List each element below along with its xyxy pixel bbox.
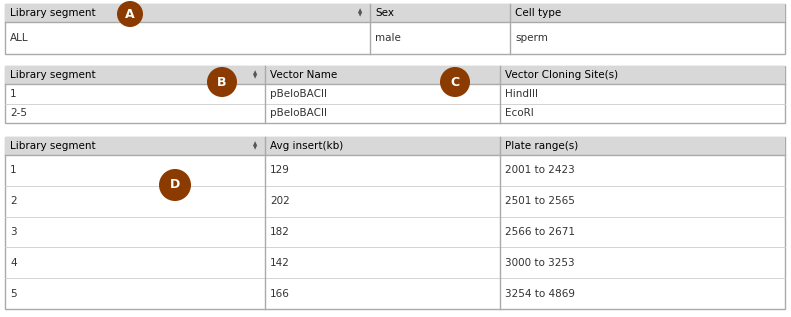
Text: 2-5: 2-5 bbox=[10, 108, 27, 118]
Text: HindIII: HindIII bbox=[505, 89, 538, 99]
Text: pBeloBACII: pBeloBACII bbox=[270, 89, 327, 99]
Text: B: B bbox=[218, 75, 227, 88]
Text: 2: 2 bbox=[10, 196, 17, 206]
Text: 2001 to 2423: 2001 to 2423 bbox=[505, 165, 575, 175]
Text: 2501 to 2565: 2501 to 2565 bbox=[505, 196, 575, 206]
Text: 182: 182 bbox=[270, 227, 290, 237]
Text: Library segment: Library segment bbox=[10, 141, 96, 151]
Ellipse shape bbox=[117, 1, 143, 27]
Text: ALL: ALL bbox=[10, 33, 28, 43]
Text: 202: 202 bbox=[270, 196, 290, 206]
Text: ▲
▼: ▲ ▼ bbox=[358, 8, 362, 18]
Text: ▲
▼: ▲ ▼ bbox=[253, 70, 257, 80]
Text: D: D bbox=[170, 178, 180, 191]
Text: A: A bbox=[125, 8, 134, 21]
Text: Sex: Sex bbox=[375, 8, 394, 18]
Text: 1: 1 bbox=[10, 89, 17, 99]
Text: Vector Name: Vector Name bbox=[270, 70, 337, 80]
Text: 4: 4 bbox=[10, 258, 17, 268]
Text: 3000 to 3253: 3000 to 3253 bbox=[505, 258, 574, 268]
Text: 129: 129 bbox=[270, 165, 290, 175]
Text: 5: 5 bbox=[10, 288, 17, 299]
Bar bbox=[5, 137, 785, 155]
Ellipse shape bbox=[440, 67, 470, 97]
Text: 1: 1 bbox=[10, 165, 17, 175]
Text: Plate range(s): Plate range(s) bbox=[505, 141, 578, 151]
Text: male: male bbox=[375, 33, 401, 43]
Bar bbox=[5, 66, 785, 123]
Text: ▲
▼: ▲ ▼ bbox=[253, 141, 257, 151]
Text: 3: 3 bbox=[10, 227, 17, 237]
Text: Library segment: Library segment bbox=[10, 70, 96, 80]
Ellipse shape bbox=[159, 169, 191, 201]
Text: C: C bbox=[450, 75, 460, 88]
Text: sperm: sperm bbox=[515, 33, 548, 43]
Text: Vector Cloning Site(s): Vector Cloning Site(s) bbox=[505, 70, 618, 80]
Text: 166: 166 bbox=[270, 288, 290, 299]
Bar bbox=[5, 4, 785, 22]
Ellipse shape bbox=[207, 67, 237, 97]
Text: 2566 to 2671: 2566 to 2671 bbox=[505, 227, 575, 237]
Bar bbox=[5, 66, 785, 84]
Text: Avg insert(kb): Avg insert(kb) bbox=[270, 141, 343, 151]
Text: Cell type: Cell type bbox=[515, 8, 562, 18]
Text: Library segment: Library segment bbox=[10, 8, 96, 18]
Bar bbox=[5, 4, 785, 54]
Bar bbox=[5, 137, 785, 309]
Text: 3254 to 4869: 3254 to 4869 bbox=[505, 288, 575, 299]
Text: pBeloBACII: pBeloBACII bbox=[270, 108, 327, 118]
Text: 142: 142 bbox=[270, 258, 290, 268]
Text: EcoRI: EcoRI bbox=[505, 108, 534, 118]
